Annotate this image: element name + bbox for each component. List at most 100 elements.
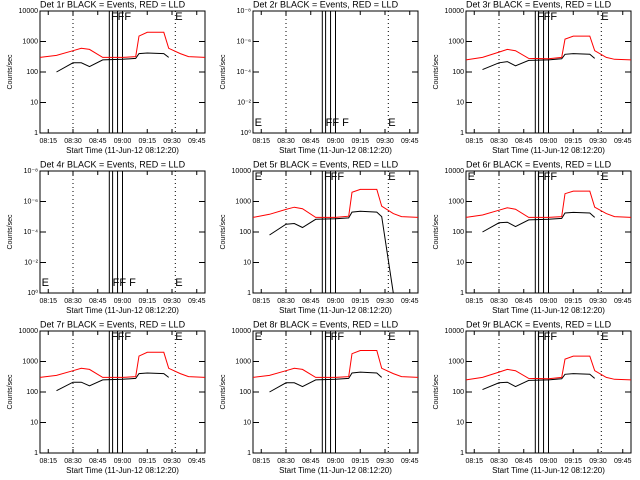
annotation: E — [255, 171, 262, 183]
y-tick-label: 10⁻² — [24, 259, 38, 266]
x-axis-label: Start Time (11-Jun-12 08:12:20) — [66, 306, 179, 315]
series-line — [465, 35, 632, 61]
annotation: E — [42, 277, 49, 289]
y-tick-label: 10⁰ — [27, 289, 38, 297]
y-tick-label: 10 — [30, 99, 38, 106]
x-tick-label: 08:30 — [490, 298, 508, 305]
annotation: E — [601, 11, 608, 23]
x-tick-label: 09:30 — [589, 138, 607, 145]
x-tick-label: 09:45 — [614, 138, 632, 145]
series-line — [39, 351, 206, 378]
y-tick-label: 100 — [26, 69, 38, 76]
x-tick-label: 08:15 — [39, 138, 57, 145]
annotation: FFF — [111, 11, 131, 23]
annotation: E — [468, 171, 475, 183]
chart-title: Det 3r BLACK = Events, RED = LLD — [466, 0, 612, 9]
y-tick-label: 10000 — [445, 8, 465, 15]
x-tick-label: 09:45 — [188, 138, 206, 145]
x-tick-label: 09:45 — [614, 458, 632, 465]
series-line — [252, 188, 419, 218]
y-tick-label: 10⁻⁶ — [24, 198, 38, 205]
x-tick-label: 09:45 — [401, 458, 419, 465]
y-tick-label: 10000 — [19, 328, 39, 335]
y-axis-label: Counts/sec — [220, 54, 227, 90]
series-line — [465, 355, 632, 381]
series-line — [482, 373, 596, 391]
y-tick-label: 10⁻⁴ — [24, 229, 39, 236]
y-tick-label: 10⁻⁴ — [237, 69, 252, 76]
y-tick-label: 10 — [30, 419, 38, 426]
x-tick-label: 08:15 — [465, 138, 483, 145]
y-axis-label: Counts/sec — [433, 374, 440, 410]
annotation: E — [255, 331, 262, 343]
y-tick-label: 1000 — [22, 38, 38, 45]
y-tick-label: 10⁻⁸ — [24, 168, 38, 175]
annotation: E — [175, 277, 182, 289]
x-tick-label: 08:30 — [64, 298, 82, 305]
y-axis-label: Counts/sec — [433, 214, 440, 250]
chart-title: Det 6r BLACK = Events, RED = LLD — [466, 159, 612, 169]
annotation: E — [255, 117, 262, 129]
y-tick-label: 1000 — [448, 38, 464, 45]
x-tick-label: 08:45 — [515, 298, 533, 305]
annotation: E — [388, 117, 395, 129]
y-tick-label: 1000 — [235, 358, 251, 365]
x-tick-label: 09:00 — [540, 138, 558, 145]
x-tick-label: 08:45 — [302, 458, 320, 465]
y-tick-label: 10 — [243, 419, 251, 426]
annotation: FF F — [326, 117, 349, 129]
x-tick-label: 09:30 — [376, 298, 394, 305]
y-axis-label: Counts/sec — [7, 54, 14, 90]
x-tick-label: 08:30 — [64, 458, 82, 465]
x-tick-label: 08:30 — [490, 458, 508, 465]
x-axis-label: Start Time (11-Jun-12 08:12:20) — [279, 306, 392, 315]
x-tick-label: 09:15 — [138, 458, 156, 465]
annotation: FFF — [537, 331, 557, 343]
y-tick-label: 100 — [452, 69, 464, 76]
x-axis-label: Start Time (11-Jun-12 08:12:20) — [492, 146, 605, 155]
x-tick-label: 09:30 — [163, 138, 181, 145]
chart-title: Det 5r BLACK = Events, RED = LLD — [253, 159, 399, 169]
x-tick-label: 08:45 — [89, 458, 107, 465]
y-tick-label: 100 — [26, 389, 38, 396]
x-tick-label: 09:15 — [138, 138, 156, 145]
y-tick-label: 10 — [243, 259, 251, 266]
y-tick-label: 1 — [34, 130, 38, 137]
annotation: E — [601, 171, 608, 183]
series-line — [56, 52, 170, 73]
chart-title: Det 7r BLACK = Events, RED = LLD — [40, 319, 186, 329]
y-tick-label: 1 — [460, 450, 464, 457]
annotation: FFF — [537, 171, 557, 183]
x-tick-label: 08:30 — [277, 458, 295, 465]
y-tick-label: 10 — [456, 259, 464, 266]
y-tick-label: 100 — [452, 229, 464, 236]
y-tick-label: 1000 — [22, 358, 38, 365]
x-tick-label: 09:15 — [351, 458, 369, 465]
y-tick-label: 1 — [460, 130, 464, 137]
x-tick-label: 08:45 — [515, 458, 533, 465]
y-tick-label: 10⁰ — [240, 129, 251, 137]
series-line — [465, 190, 632, 218]
x-tick-label: 08:45 — [89, 138, 107, 145]
x-tick-label: 09:15 — [564, 298, 582, 305]
series-line — [269, 210, 394, 294]
x-tick-label: 09:00 — [540, 298, 558, 305]
annotation: FFF — [324, 331, 344, 343]
x-tick-label: 08:15 — [39, 458, 57, 465]
chart-title: Det 4r BLACK = Events, RED = LLD — [40, 159, 186, 169]
x-tick-label: 08:45 — [89, 298, 107, 305]
annotation: FFF — [111, 331, 131, 343]
x-tick-label: 09:45 — [614, 298, 632, 305]
x-tick-label: 09:00 — [114, 298, 132, 305]
y-tick-label: 10 — [456, 419, 464, 426]
series-line — [269, 371, 383, 393]
annotation: E — [388, 171, 395, 183]
x-axis-label: Start Time (11-Jun-12 08:12:20) — [492, 466, 605, 475]
x-tick-label: 09:45 — [401, 138, 419, 145]
chart-title: Det 9r BLACK = Events, RED = LLD — [466, 319, 612, 329]
y-axis-label: Counts/sec — [220, 214, 227, 250]
x-tick-label: 09:00 — [540, 458, 558, 465]
x-tick-label: 08:15 — [465, 298, 483, 305]
x-tick-label: 08:45 — [515, 138, 533, 145]
